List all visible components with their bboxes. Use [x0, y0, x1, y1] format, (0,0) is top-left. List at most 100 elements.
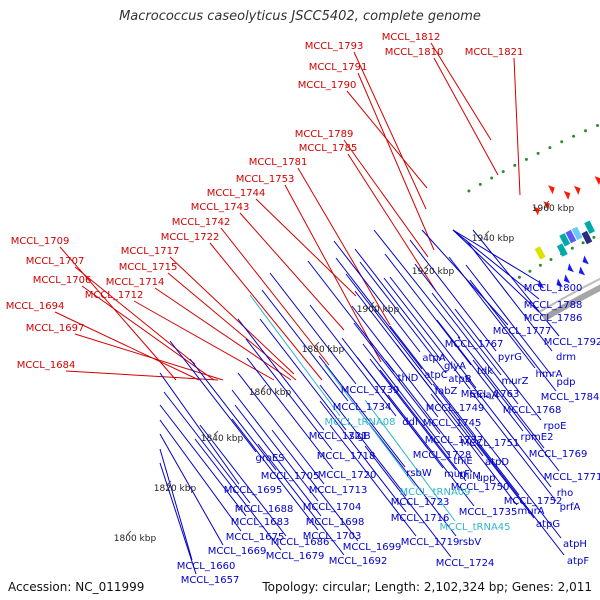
- forward-connector: [209, 242, 323, 381]
- kbp-tick-label: 1940 kbp: [472, 234, 515, 244]
- accession-text: Accession: NC_011999: [8, 580, 145, 594]
- reverse-gene-label: pdp: [556, 377, 575, 388]
- reverse-arrow: [537, 279, 545, 289]
- rna-connector: [324, 364, 416, 487]
- reverse-connector: [199, 424, 287, 537]
- ring-dot: [524, 157, 528, 161]
- reverse-gene-label: MCCL_1723: [391, 497, 450, 508]
- reverse-arrow: [582, 255, 589, 265]
- reverse-connector: [364, 445, 452, 558]
- reverse-connector: [414, 263, 502, 376]
- kbp-tick-label: 1900 kbp: [357, 305, 400, 315]
- reverse-gene-label: MCCL_1718: [317, 451, 376, 462]
- ring-dot: [572, 134, 576, 138]
- rna-connector: [364, 399, 456, 522]
- reverse-gene-label: prfA: [560, 502, 581, 513]
- reverse-connector: [465, 239, 553, 352]
- kbp-tick-label: 1880 kbp: [302, 345, 345, 355]
- reverse-gene-label: MCCL_1698: [306, 517, 365, 528]
- reverse-gene-label: rho: [557, 488, 573, 499]
- reverse-connector: [472, 359, 560, 472]
- reverse-gene-label: MCCL_1777: [493, 326, 552, 337]
- forward-gene-label: MCCL_1694: [6, 301, 65, 312]
- reverse-connector: [329, 424, 417, 537]
- forward-connector: [430, 42, 492, 141]
- reverse-gene-label: MCCL_1734: [333, 402, 392, 413]
- forward-connector: [81, 285, 215, 381]
- kbp-tick-label: 1920 kbp: [412, 267, 455, 277]
- reverse-gene-label: MCCL_1669: [208, 546, 267, 557]
- gene-block: [559, 233, 571, 247]
- reverse-gene-label: thiD: [398, 373, 419, 384]
- reverse-gene-label: fabZ: [435, 386, 458, 397]
- reverse-connector: [159, 419, 242, 532]
- forward-arrow: [548, 185, 555, 195]
- forward-connector: [74, 333, 224, 381]
- topology-text: Topology: circular; Length: 2,102,324 bp…: [262, 580, 592, 594]
- reverse-gene-label: MCCL_1737: [425, 435, 484, 446]
- forward-connector: [133, 300, 275, 381]
- reverse-connector: [189, 358, 277, 471]
- reverse-gene-label: MCCL_1660: [177, 561, 236, 572]
- forward-gene-label: MCCL_1712: [85, 290, 144, 301]
- reverse-gene-label: atpH: [563, 539, 587, 550]
- reverse-connector: [373, 229, 461, 339]
- ring-dot: [501, 170, 505, 174]
- reverse-gene-label: rsbV: [459, 537, 482, 548]
- reverse-gene-label: atpD: [485, 457, 509, 468]
- reverse-gene-label: thiE: [453, 456, 472, 467]
- reverse-connector: [452, 229, 540, 313]
- forward-gene-label: MCCL_1722: [161, 232, 220, 243]
- reverse-gene-label: MCCL_1739: [341, 385, 400, 396]
- rna-gene-label: MCCL_tRNA08: [324, 417, 395, 428]
- reverse-gene-label: MCCL_1750: [451, 482, 510, 493]
- gene-block: [534, 246, 546, 260]
- ring-dot: [517, 275, 521, 279]
- reverse-gene-label: atpG: [536, 519, 560, 530]
- reverse-arrow: [567, 263, 574, 273]
- ring-dot: [538, 263, 542, 267]
- reverse-gene-label: drm: [556, 352, 576, 363]
- reverse-gene-label: MCCL_1683: [231, 517, 290, 528]
- ring-dot: [560, 140, 564, 144]
- reverse-gene-label: MCCL_1745: [423, 418, 482, 429]
- ring-dot: [592, 235, 596, 239]
- reverse-connector: [384, 253, 472, 366]
- reverse-connector: [159, 462, 197, 575]
- reverse-connector: [454, 308, 542, 421]
- reverse-gene-label: MCCL_1695: [224, 485, 283, 496]
- gene-block: [581, 230, 593, 245]
- forward-gene-label: MCCL_1743: [191, 202, 250, 213]
- ring-dot: [513, 163, 517, 167]
- reverse-connector: [269, 272, 357, 385]
- ring-dot: [536, 151, 540, 155]
- reverse-connector: [464, 375, 552, 488]
- reverse-connector: [231, 418, 319, 531]
- reverse-connector: [389, 276, 477, 389]
- forward-gene-label: MCCL_1812: [382, 32, 441, 43]
- reverse-gene-label: MCCL_1769: [529, 449, 588, 460]
- rna-gene-label: MCCL_tRNA45: [439, 522, 510, 533]
- forward-gene-label: MCCL_1715: [119, 262, 178, 273]
- reverse-gene-label: murF: [444, 469, 470, 480]
- reverse-connector: [457, 336, 545, 449]
- kbp-tick-label: 1820 kbp: [154, 484, 197, 494]
- reverse-gene-label: MCCL_1728: [413, 450, 472, 461]
- forward-gene-label: MCCL_1821: [465, 47, 524, 58]
- ring-dot: [570, 246, 574, 250]
- reverse-gene-label: MCCL_1686: [271, 537, 330, 548]
- reverse-connector: [469, 389, 557, 502]
- forward-arrow: [563, 190, 571, 200]
- label-connector-lines: [54, 42, 565, 575]
- forward-gene-label: MCCL_1785: [299, 143, 358, 154]
- reverse-gene-label: upp: [476, 473, 495, 484]
- reverse-connector: [246, 357, 334, 470]
- reverse-gene-label: MCCL_1792: [544, 337, 600, 348]
- reverse-gene-label: atpC: [424, 370, 447, 381]
- reverse-connector: [389, 325, 477, 438]
- reverse-connector: [159, 404, 247, 517]
- reverse-connector: [469, 279, 557, 392]
- reverse-connector: [474, 426, 562, 539]
- reverse-gene-label: MCCL_1716: [391, 513, 450, 524]
